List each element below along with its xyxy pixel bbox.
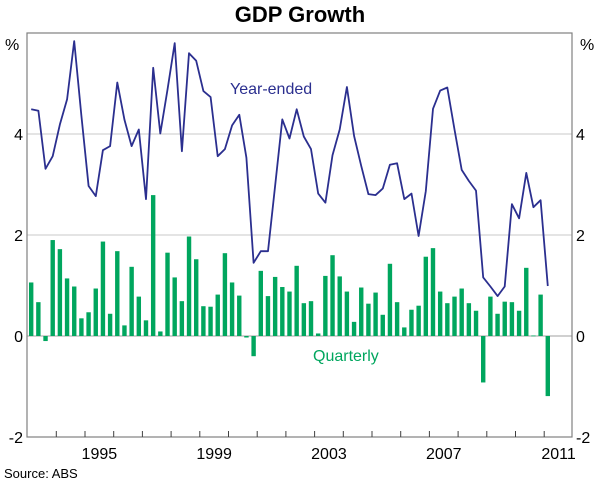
quarterly-bar xyxy=(28,282,34,336)
y-tick-label-left: -2 xyxy=(9,430,23,447)
quarterly-bar xyxy=(251,336,256,357)
quarterly-bar xyxy=(359,287,364,336)
quarterly-bar xyxy=(36,302,41,336)
quarterly-bar xyxy=(201,306,206,336)
quarterly-bar xyxy=(430,248,436,336)
quarterly-bar xyxy=(308,301,314,336)
quarterly-bar xyxy=(452,296,457,336)
quarterly-bar xyxy=(272,276,278,336)
quarterly-bar xyxy=(481,336,486,383)
year-ended-line xyxy=(31,40,549,298)
quarterly-bar xyxy=(150,195,156,336)
y-tick-label-right: 2 xyxy=(576,228,585,245)
x-tick-label: 1999 xyxy=(196,446,232,463)
quarterly-bar xyxy=(423,256,429,336)
quarterly-bar xyxy=(280,287,285,336)
y-tick-label-right: -2 xyxy=(576,430,590,447)
quarterly-bar xyxy=(315,333,321,336)
quarterly-bar xyxy=(100,241,106,336)
x-tick-label: 1995 xyxy=(82,446,118,463)
quarterly-bar xyxy=(57,249,63,336)
quarterly-bar xyxy=(229,282,235,336)
quarterly-bar xyxy=(237,295,242,336)
chart-title: GDP Growth xyxy=(234,2,366,27)
quarterly-bar xyxy=(459,288,464,336)
y-tick-label-left: 2 xyxy=(14,228,23,245)
quarterly-bar xyxy=(208,306,213,336)
x-tick-label: 2007 xyxy=(426,446,462,463)
quarterly-bar xyxy=(524,267,529,336)
quarterly-bar xyxy=(158,331,163,336)
quarterly-bar xyxy=(416,305,421,336)
quarterly-bar xyxy=(502,301,507,336)
quarterly-bar xyxy=(516,310,522,336)
source-note: Source: ABS xyxy=(4,466,78,481)
quarterly-bar xyxy=(466,303,472,336)
quarterly-bar xyxy=(215,294,220,336)
series-label-year-ended: Year-ended xyxy=(230,81,312,98)
quarterly-bar xyxy=(344,291,350,336)
quarterly-bar xyxy=(172,277,177,336)
quarterly-bar xyxy=(265,296,271,336)
quarterly-bar xyxy=(394,302,400,336)
x-tick-label: 2003 xyxy=(311,446,347,463)
quarterly-bar xyxy=(64,278,70,336)
quarterly-bar xyxy=(488,296,493,336)
quarterly-bar xyxy=(366,303,371,336)
quarterly-bar xyxy=(380,314,385,336)
quarterly-bar xyxy=(179,301,185,336)
quarterly-bar xyxy=(136,296,142,336)
quarterly-bar xyxy=(122,325,127,336)
quarterly-bar xyxy=(445,303,450,336)
quarterly-bar xyxy=(301,303,307,336)
quarterly-bar xyxy=(323,275,328,336)
quarterly-bar xyxy=(86,312,91,336)
quarterly-bar xyxy=(337,276,342,336)
quarterly-bar xyxy=(545,336,550,397)
quarterly-bar xyxy=(43,336,48,342)
y-tick-label-left: 4 xyxy=(14,127,23,144)
quarterly-bar xyxy=(330,255,335,336)
quarterly-bar xyxy=(186,236,192,336)
quarterly-bar xyxy=(287,291,292,336)
quarterly-bar xyxy=(129,266,134,336)
quarterly-bar xyxy=(473,310,479,336)
quarterly-bar xyxy=(294,265,299,336)
quarterly-bar xyxy=(387,263,393,336)
series-label-quarterly: Quarterly xyxy=(313,348,379,365)
quarterly-bar xyxy=(351,321,357,336)
quarterly-bar xyxy=(194,259,199,336)
quarterly-bar xyxy=(115,251,120,336)
x-tick-label: 2011 xyxy=(541,446,576,463)
quarterly-bar xyxy=(538,294,543,336)
quarterly-bar xyxy=(143,320,149,336)
quarterly-bar xyxy=(258,270,263,336)
quarterly-bar xyxy=(107,313,113,336)
y-unit-left: % xyxy=(5,37,19,54)
y-tick-label-left: 0 xyxy=(14,329,23,346)
quarterly-bar xyxy=(93,288,98,336)
y-tick-label-right: 0 xyxy=(576,329,585,346)
quarterly-bar xyxy=(531,335,536,337)
quarterly-bar xyxy=(72,286,77,336)
y-unit-right: % xyxy=(580,37,594,54)
quarterly-bar xyxy=(50,240,55,336)
quarterly-bar xyxy=(244,336,249,338)
quarterly-bar xyxy=(165,252,170,336)
quarterly-bar xyxy=(437,291,443,336)
y-tick-label-right: 4 xyxy=(576,127,585,144)
quarterly-bar xyxy=(79,318,84,336)
quarterly-bar xyxy=(402,327,407,336)
quarterly-bar xyxy=(409,309,414,336)
quarterly-bar xyxy=(222,253,228,336)
plot-frame xyxy=(26,32,573,438)
quarterly-bar xyxy=(495,313,500,336)
quarterly-bar xyxy=(509,302,515,336)
quarterly-bar xyxy=(373,292,378,336)
